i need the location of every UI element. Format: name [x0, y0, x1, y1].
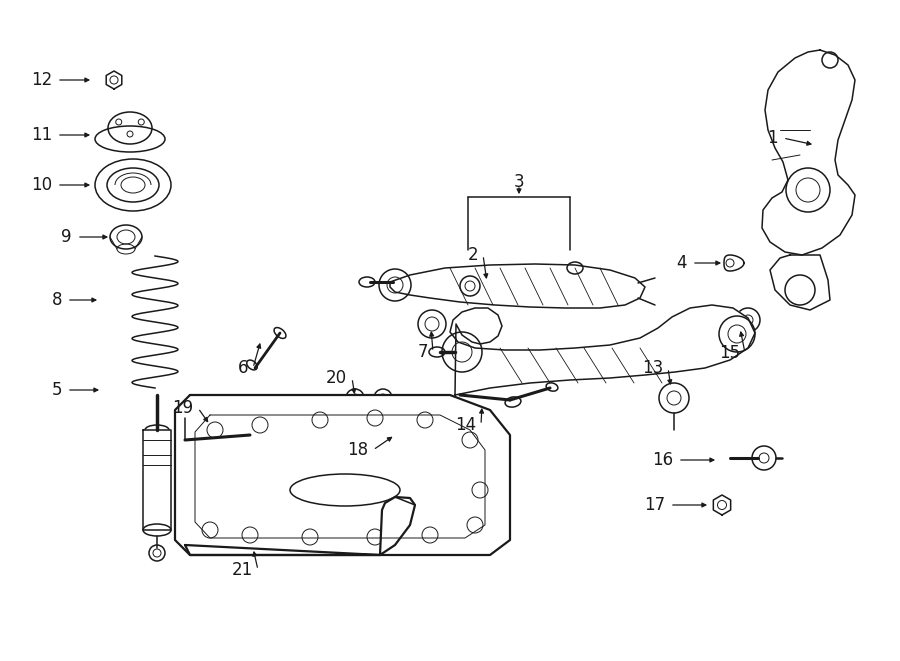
- Ellipse shape: [379, 269, 411, 301]
- Text: 19: 19: [172, 399, 193, 417]
- Text: 5: 5: [51, 381, 62, 399]
- Text: 4: 4: [677, 254, 687, 272]
- Polygon shape: [143, 430, 171, 530]
- Text: 10: 10: [31, 176, 52, 194]
- Ellipse shape: [786, 168, 830, 212]
- Ellipse shape: [460, 276, 480, 296]
- Polygon shape: [185, 497, 415, 555]
- Text: 11: 11: [31, 126, 52, 144]
- Text: 7: 7: [418, 343, 428, 361]
- Ellipse shape: [442, 332, 482, 372]
- Polygon shape: [770, 255, 830, 310]
- Polygon shape: [762, 50, 855, 255]
- Text: 9: 9: [61, 228, 72, 246]
- Text: 3: 3: [514, 173, 525, 191]
- Text: 6: 6: [238, 359, 248, 377]
- Text: 1: 1: [768, 129, 778, 147]
- Text: 15: 15: [719, 344, 740, 362]
- Ellipse shape: [752, 446, 776, 470]
- Text: 18: 18: [346, 441, 368, 459]
- Text: 13: 13: [642, 359, 663, 377]
- Polygon shape: [175, 395, 510, 555]
- Text: 14: 14: [454, 416, 476, 434]
- Polygon shape: [390, 264, 645, 308]
- Text: 21: 21: [232, 561, 253, 579]
- Text: 17: 17: [644, 496, 665, 514]
- Ellipse shape: [659, 383, 689, 413]
- Polygon shape: [450, 305, 755, 395]
- Text: 8: 8: [51, 291, 62, 309]
- Text: 12: 12: [31, 71, 52, 89]
- Ellipse shape: [719, 316, 755, 352]
- Text: 16: 16: [652, 451, 673, 469]
- Text: 2: 2: [467, 246, 478, 264]
- Text: 20: 20: [326, 369, 347, 387]
